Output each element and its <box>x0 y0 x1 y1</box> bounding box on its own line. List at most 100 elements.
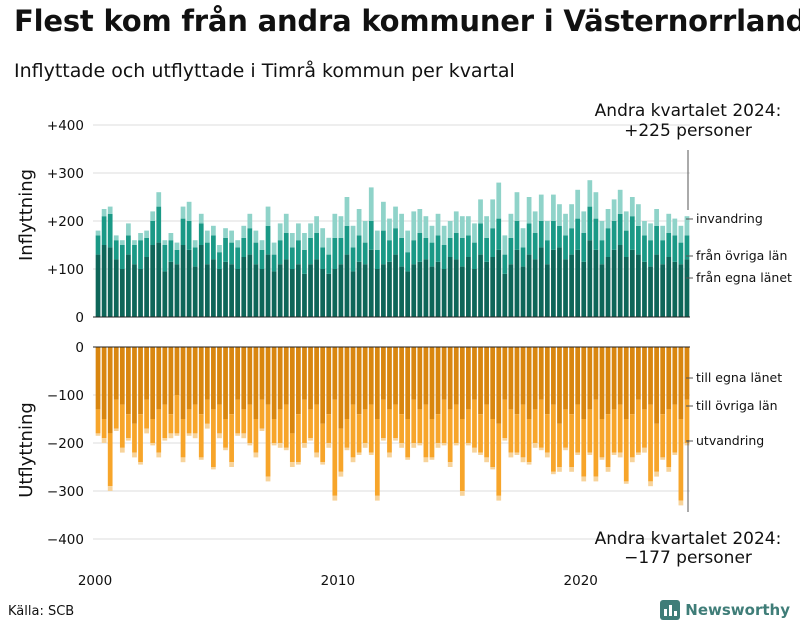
bar-fran-egna-lanet <box>198 245 204 317</box>
bar-fran-egna-lanet <box>551 249 556 317</box>
bar-fran-ovriga-lan <box>308 237 313 265</box>
bar-till-ovriga-lan <box>277 409 283 443</box>
bar-utvandring <box>362 443 368 448</box>
bar-invandring <box>514 192 520 221</box>
bar-fran-egna-lanet <box>265 254 271 317</box>
bar-till-egna-lanet <box>374 347 380 419</box>
bar-till-ovriga-lan <box>520 404 526 458</box>
bar-fran-egna-lanet <box>332 269 338 317</box>
bar-till-ovriga-lan <box>387 409 392 453</box>
bar-fran-ovriga-lan <box>168 240 174 262</box>
bar-till-egna-lanet <box>490 347 496 419</box>
bar-fran-egna-lanet <box>393 254 398 317</box>
bar-till-ovriga-lan <box>399 414 404 443</box>
bar-till-ovriga-lan <box>429 419 435 458</box>
bar-fran-egna-lanet <box>532 259 538 317</box>
bar-till-ovriga-lan <box>332 399 338 496</box>
bar-fran-ovriga-lan <box>229 242 234 265</box>
bar-fran-ovriga-lan <box>648 240 653 267</box>
bar-utvandring <box>259 428 265 431</box>
bar-fran-egna-lanet <box>150 245 156 317</box>
bar-till-egna-lanet <box>484 347 489 405</box>
bar-invandring <box>332 213 338 238</box>
outflow-y-tick-label: −400 <box>47 532 84 548</box>
bar-utvandring <box>186 433 192 436</box>
bar-till-egna-lanet <box>126 347 131 415</box>
bar-till-ovriga-lan <box>526 419 532 463</box>
inflow-bars <box>95 180 690 317</box>
bar-till-ovriga-lan <box>490 419 496 467</box>
bar-fran-egna-lanet <box>611 249 617 317</box>
bar-fran-ovriga-lan <box>156 206 162 243</box>
bar-till-egna-lanet <box>113 347 119 400</box>
bar-fran-ovriga-lan <box>423 237 429 260</box>
bar-fran-ovriga-lan <box>174 249 180 265</box>
bar-till-ovriga-lan <box>271 419 277 443</box>
bar-fran-ovriga-lan <box>678 242 684 265</box>
bar-invandring <box>259 240 265 250</box>
bar-utvandring <box>95 433 101 436</box>
bar-till-ovriga-lan <box>636 399 641 453</box>
bar-till-ovriga-lan <box>642 409 647 448</box>
bar-fran-ovriga-lan <box>393 228 398 255</box>
bar-invandring <box>107 206 113 214</box>
bar-fran-egna-lanet <box>684 259 690 317</box>
bar-till-egna-lanet <box>532 347 538 410</box>
bar-fran-ovriga-lan <box>490 228 496 257</box>
bar-till-ovriga-lan <box>162 404 168 439</box>
bar-utvandring <box>229 462 234 467</box>
bar-till-ovriga-lan <box>557 423 562 467</box>
bar-till-ovriga-lan <box>241 409 247 434</box>
outflow-annotation-value: −177 personer <box>624 548 752 568</box>
bar-utvandring <box>271 443 277 446</box>
bar-fran-ovriga-lan <box>302 249 307 274</box>
bar-invandring <box>484 216 489 238</box>
bar-fran-ovriga-lan <box>387 240 392 262</box>
bar-fran-egna-lanet <box>308 264 313 317</box>
outflow-y-axis-label: Utflyttning <box>16 402 37 498</box>
bar-utvandring <box>150 443 156 446</box>
bar-utvandring <box>338 471 344 477</box>
bar-till-ovriga-lan <box>599 419 605 458</box>
inflow-y-ticks: 0 +100 +200 +300 +400 <box>47 118 84 326</box>
bar-fran-egna-lanet <box>617 245 623 317</box>
bar-till-egna-lanet <box>441 347 447 400</box>
bar-till-egna-lanet <box>508 347 514 410</box>
bar-invandring <box>350 225 356 248</box>
bar-invandring <box>393 206 398 229</box>
bar-till-ovriga-lan <box>138 414 143 463</box>
bar-invandring <box>271 242 277 255</box>
bar-invandring <box>308 223 313 238</box>
bar-invandring <box>180 206 186 219</box>
bar-till-egna-lanet <box>514 347 520 415</box>
bar-fran-egna-lanet <box>326 273 332 317</box>
bar-utvandring <box>344 447 350 451</box>
bar-invandring <box>405 230 411 253</box>
bar-utvandring <box>247 443 253 446</box>
bar-till-egna-lanet <box>95 347 101 410</box>
bar-till-egna-lanet <box>265 347 271 405</box>
bar-utvandring <box>441 443 447 446</box>
bar-utvandring <box>381 438 386 441</box>
bar-till-ovriga-lan <box>478 414 483 453</box>
inflow-y-tick-label: +100 <box>47 262 84 278</box>
bar-invandring <box>429 225 435 243</box>
bar-till-ovriga-lan <box>374 419 380 496</box>
bar-fran-ovriga-lan <box>605 228 611 257</box>
bar-fran-ovriga-lan <box>283 233 289 260</box>
bar-utvandring <box>174 433 180 436</box>
bar-invandring <box>302 233 307 250</box>
bar-utvandring <box>611 452 617 455</box>
bar-invandring <box>563 213 568 236</box>
bar-utvandring <box>393 438 398 441</box>
bar-invandring <box>502 235 508 255</box>
bar-till-ovriga-lan <box>581 419 587 477</box>
brand-name: Newsworthy <box>685 601 790 619</box>
bar-till-egna-lanet <box>405 347 411 419</box>
bar-fran-ovriga-lan <box>126 235 131 255</box>
bar-till-ovriga-lan <box>563 409 568 448</box>
bar-till-egna-lanet <box>302 347 307 400</box>
bar-invandring <box>532 211 538 233</box>
bar-fran-egna-lanet <box>229 264 234 317</box>
bar-invandring <box>241 225 247 238</box>
